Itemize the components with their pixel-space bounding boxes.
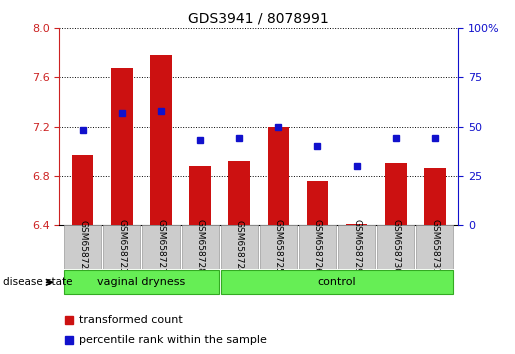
Bar — [268, 126, 289, 225]
Text: GSM658722: GSM658722 — [78, 219, 87, 274]
Bar — [229, 161, 250, 225]
Text: GSM658728: GSM658728 — [196, 219, 204, 274]
FancyBboxPatch shape — [299, 225, 336, 269]
Text: transformed count: transformed count — [79, 315, 183, 325]
Text: GSM658729: GSM658729 — [352, 219, 361, 274]
FancyBboxPatch shape — [260, 225, 297, 269]
Text: GSM658727: GSM658727 — [157, 219, 165, 274]
Text: GSM658731: GSM658731 — [431, 219, 439, 274]
Text: GSM658724: GSM658724 — [235, 219, 244, 274]
Text: GSM658725: GSM658725 — [274, 219, 283, 274]
FancyBboxPatch shape — [220, 225, 258, 269]
Bar — [72, 155, 93, 225]
FancyBboxPatch shape — [220, 270, 454, 294]
FancyBboxPatch shape — [181, 225, 219, 269]
Bar — [150, 55, 171, 225]
FancyBboxPatch shape — [103, 225, 141, 269]
Bar — [111, 68, 132, 225]
Text: GSM658726: GSM658726 — [313, 219, 322, 274]
Text: control: control — [318, 277, 356, 287]
Title: GDS3941 / 8078991: GDS3941 / 8078991 — [188, 12, 329, 26]
FancyBboxPatch shape — [377, 225, 415, 269]
Text: GSM658730: GSM658730 — [391, 219, 400, 274]
Bar — [385, 164, 406, 225]
FancyBboxPatch shape — [338, 225, 375, 269]
FancyBboxPatch shape — [142, 225, 180, 269]
Text: disease state: disease state — [3, 278, 72, 287]
FancyBboxPatch shape — [64, 225, 101, 269]
Bar — [307, 181, 328, 225]
Text: percentile rank within the sample: percentile rank within the sample — [79, 335, 267, 345]
FancyBboxPatch shape — [64, 270, 219, 294]
Text: GSM658723: GSM658723 — [117, 219, 126, 274]
Bar — [424, 168, 445, 225]
Bar — [346, 224, 367, 225]
Bar — [190, 166, 211, 225]
Text: vaginal dryness: vaginal dryness — [97, 277, 185, 287]
FancyBboxPatch shape — [416, 225, 454, 269]
